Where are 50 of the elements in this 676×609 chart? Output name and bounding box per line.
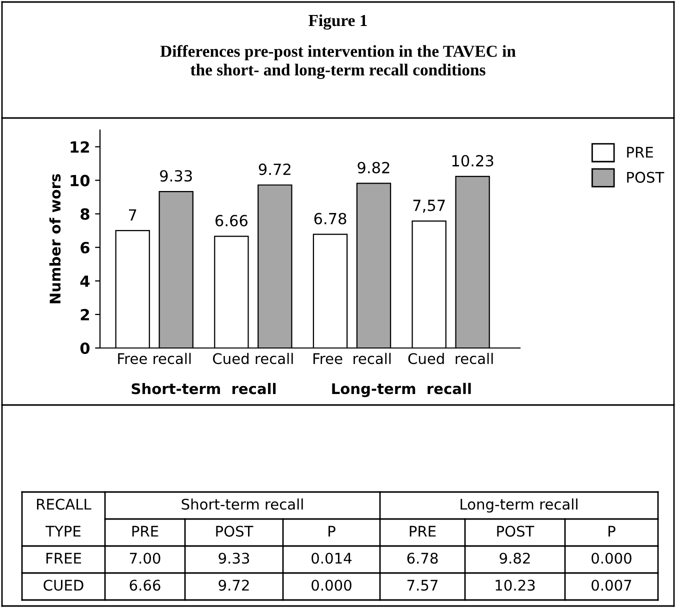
data-label: 10.23 — [452, 154, 494, 167]
text: PRE — [410, 526, 436, 537]
text: 6.66 — [130, 580, 160, 591]
data-label: 9.82 — [358, 162, 390, 174]
y-tick-label: 8 — [80, 208, 90, 220]
text: 9.82 — [500, 552, 530, 564]
y-tick-label: 4 — [80, 276, 90, 287]
text: Short-term recall — [132, 382, 276, 394]
text: POST — [497, 526, 534, 537]
text: RECALL — [37, 498, 92, 510]
x-tick-label: Free recall — [313, 352, 391, 364]
chart-title: Figure 1 — [308, 14, 367, 30]
text: 0.007 — [592, 580, 632, 591]
x-tick-label: Cued recall — [408, 352, 493, 364]
text: Long-term recall — [460, 498, 578, 513]
text: TYPE — [46, 526, 80, 537]
text: P — [328, 526, 336, 537]
data-label: 7,57 — [413, 200, 445, 213]
chart-subtitle: Differences pre-post intervention in the TAVEC in the short- and long-term recall conditions — [160, 45, 516, 79]
text: Short-term recall — [182, 498, 303, 510]
text: P — [608, 526, 616, 537]
x-tick-label: Cued recall — [213, 352, 293, 364]
text: 6.78 — [407, 552, 438, 564]
data-label: 6.66 — [215, 214, 248, 226]
text: 0.000 — [592, 552, 632, 564]
text: FREE — [46, 552, 82, 564]
y-tick-label: 10 — [70, 174, 90, 186]
y-tick-label: 0 — [80, 342, 90, 354]
text: PRE — [132, 526, 158, 537]
text: 7.00 — [130, 552, 160, 564]
data-label: 6.78 — [314, 212, 346, 224]
text: 9.33 — [218, 552, 250, 564]
data-label: 9.33 — [160, 170, 192, 182]
text: 9.72 — [218, 580, 249, 591]
y-tick-label: 12 — [70, 141, 89, 153]
text: 10.23 — [496, 580, 535, 591]
y-axis-title: Number of wors — [49, 174, 61, 304]
x-tick-label: Free recall — [118, 352, 191, 364]
text: 0.014 — [312, 552, 352, 564]
y-tick-label: 6 — [80, 242, 90, 254]
text: CUED — [44, 580, 84, 591]
text: POST — [216, 526, 254, 537]
text: 0.000 — [312, 580, 352, 591]
data-label: 7 — [129, 209, 136, 220]
y-tick-label: 2 — [80, 308, 89, 320]
legend-label: POST — [627, 172, 664, 183]
legend-label: PRE — [627, 146, 653, 158]
data-label: 9.72 — [258, 164, 290, 176]
text: Long-term recall — [332, 382, 471, 398]
text: 7.57 — [407, 580, 438, 591]
